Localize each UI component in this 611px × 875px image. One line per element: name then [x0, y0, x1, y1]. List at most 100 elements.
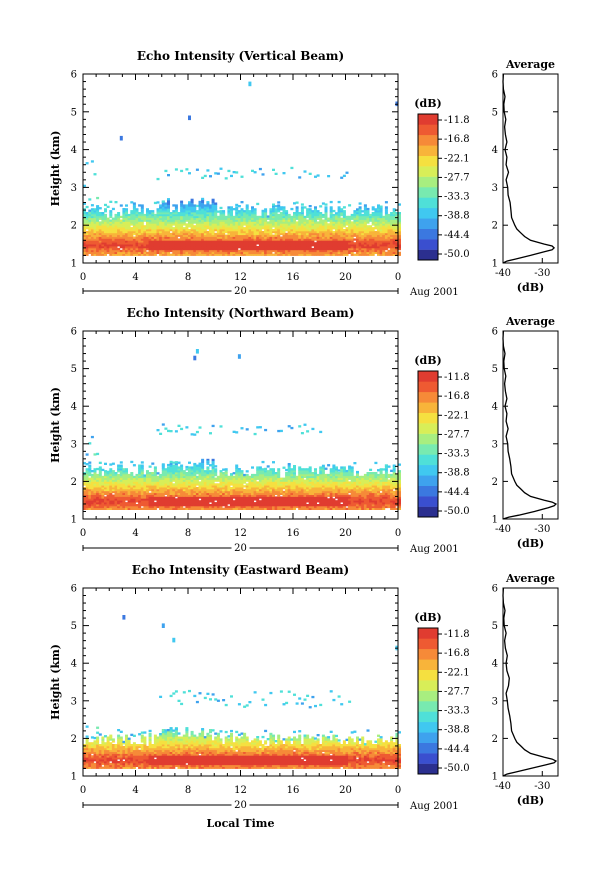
- echo-cell: [104, 242, 107, 245]
- echo-cell: [130, 230, 134, 234]
- echo-cell: [203, 483, 207, 486]
- echo-cell: [185, 485, 189, 488]
- echo-cell: [209, 507, 212, 510]
- echo-cell: [361, 221, 365, 224]
- echo-cell: [169, 494, 173, 497]
- echo-cell: [190, 234, 194, 237]
- echo-cell: [279, 481, 283, 484]
- echo-cell: [240, 502, 244, 505]
- echo-cell: [125, 481, 128, 484]
- echo-cell: [161, 215, 165, 219]
- echo-cell: [214, 473, 218, 477]
- echo-cell: [319, 242, 323, 245]
- echo-cell: [384, 247, 388, 251]
- echo-cell: [125, 244, 128, 247]
- echo-cell: [266, 490, 270, 494]
- echo-cell: [167, 229, 170, 232]
- echo-cell: [140, 234, 144, 237]
- echo-cell: [156, 219, 160, 222]
- echo-cell: [185, 232, 189, 236]
- echo-cell: [211, 223, 215, 226]
- echo-cell: [203, 246, 207, 249]
- echo-cell: [174, 210, 178, 213]
- echo-cell: [395, 225, 399, 228]
- echo-cell: [195, 464, 199, 467]
- echo-cell: [188, 488, 191, 492]
- echo-cell: [132, 494, 136, 497]
- echo-cell: [85, 238, 89, 241]
- echo-cell: [224, 249, 228, 253]
- echo-cell: [195, 470, 199, 473]
- echo-cell: [379, 244, 383, 247]
- echo-cell: [295, 479, 299, 482]
- echo-cell: [125, 504, 128, 507]
- echo-cell: [235, 492, 239, 495]
- echo-cell: [248, 498, 252, 501]
- echo-cell: [237, 485, 241, 488]
- echo-cell: [227, 219, 231, 222]
- echo-cell: [151, 246, 155, 249]
- echo-cell: [201, 488, 205, 492]
- echo-cell: [104, 488, 107, 492]
- echo-cell: [321, 227, 325, 230]
- echo-cell: [395, 238, 399, 241]
- echo-cell: [140, 468, 144, 471]
- echo-cell: [290, 249, 294, 253]
- echo-cell: [214, 210, 218, 213]
- echo-cell: [232, 502, 236, 505]
- echo-cell: [379, 238, 383, 241]
- echo-cell: [156, 210, 160, 213]
- echo-cell: [111, 496, 115, 499]
- echo-cell: [96, 212, 100, 215]
- echo-cell: [122, 507, 126, 510]
- echo-cell: [369, 246, 373, 249]
- echo-cell: [195, 223, 199, 226]
- echo-cell: [230, 212, 233, 215]
- echo-cell: [98, 498, 102, 501]
- echo-cell: [266, 477, 270, 480]
- echo-cell: [201, 225, 205, 228]
- echo-cell: [130, 201, 134, 204]
- echo-cell: [169, 479, 173, 482]
- echo-cell: [293, 496, 296, 499]
- echo-cell: [206, 488, 210, 492]
- echo-cell: [111, 462, 115, 465]
- echo-cell: [177, 249, 181, 253]
- echo-cell: [211, 249, 215, 253]
- echo-cell: [90, 487, 94, 490]
- echo-cell: [140, 496, 144, 499]
- echo-cell: [237, 249, 241, 253]
- echo-cell: [348, 249, 352, 253]
- echo-cell: [363, 225, 367, 228]
- echo-cell: [277, 251, 281, 254]
- echo-cell: [329, 247, 333, 251]
- echo-cell: [395, 234, 399, 237]
- echo-cell: [96, 234, 100, 237]
- echo-cell: [358, 234, 362, 237]
- echo-cell: [159, 244, 163, 247]
- echo-cell: [111, 242, 115, 245]
- echo-cell: [93, 470, 97, 473]
- echo-cell: [119, 244, 123, 247]
- echo-cell: [185, 251, 189, 254]
- echo-cell: [245, 490, 249, 494]
- echo-cell: [240, 238, 244, 241]
- echo-cell: [279, 477, 283, 480]
- echo-cell: [122, 479, 126, 482]
- echo-cell: [203, 230, 207, 234]
- echo-cell: [374, 246, 378, 249]
- echo-cell: [193, 488, 197, 492]
- echo-cell: [122, 219, 126, 222]
- echo-cell: [379, 225, 383, 228]
- echo-cell: [387, 213, 391, 217]
- echo-cell: [201, 242, 205, 245]
- echo-cell: [146, 502, 149, 505]
- echo-cell: [264, 492, 268, 495]
- echo-cell: [104, 505, 107, 509]
- echo-cell: [114, 251, 118, 254]
- echo-cell: [169, 498, 173, 501]
- echo-cell: [111, 500, 115, 503]
- echo-cell: [203, 490, 207, 494]
- echo-cell: [316, 215, 320, 219]
- echo-cell: [90, 247, 94, 251]
